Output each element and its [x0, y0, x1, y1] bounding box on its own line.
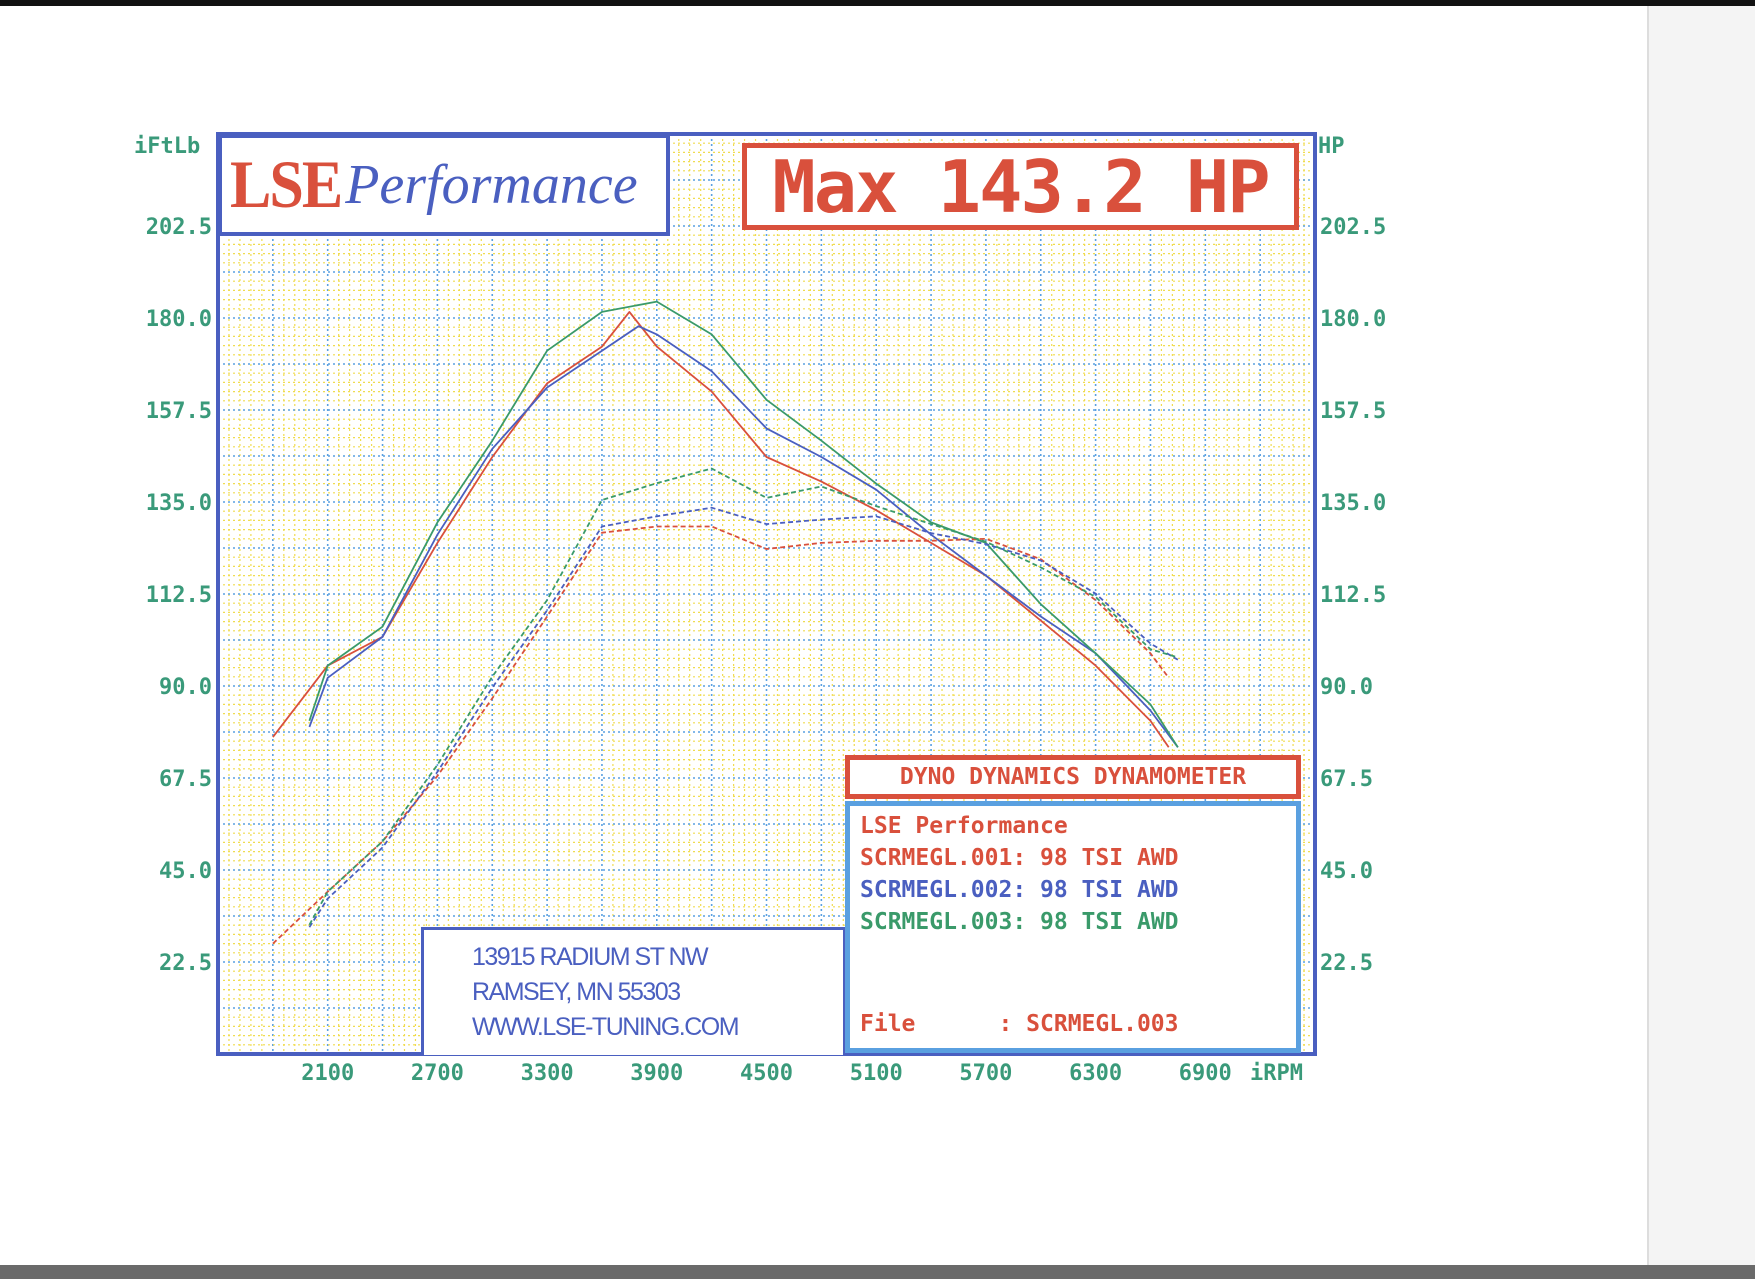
y-tick-right: 112.5: [1320, 583, 1386, 608]
series-torque-SCRMEGL.002: [308, 325, 1179, 748]
y-tick-right: 202.5: [1320, 215, 1386, 240]
series-torque-SCRMEGL.001: [272, 310, 1170, 748]
series-power-SCRMEGL.002: [308, 506, 1179, 928]
y-tick-right: 67.5: [1320, 767, 1373, 792]
max-hp-label: Max 143.2 HP: [772, 144, 1270, 229]
curves: [272, 300, 1179, 945]
y-tick-right: 90.0: [1320, 675, 1373, 700]
scan-right-margin: [1647, 6, 1755, 1265]
y-tick-left: 180.0: [146, 307, 212, 332]
x-tick: 2100: [301, 1061, 354, 1086]
dyno-title: DYNO DYNAMICS DYNAMOMETER: [899, 764, 1247, 790]
address-street: 13915 RADIUM ST NW: [472, 943, 709, 971]
address-city: RAMSEY, MN 55303: [472, 978, 681, 1006]
address-website: WWW.LSE-TUNING.COM: [472, 1013, 740, 1041]
x-axis-label: iRPM: [1250, 1061, 1303, 1086]
x-tick: 5700: [959, 1061, 1012, 1086]
y-tick-left: 157.5: [146, 399, 212, 424]
series-torque-SCRMEGL.003: [308, 300, 1179, 748]
y-axis-label-left: iFtLb: [134, 134, 200, 159]
y-tick-right: 157.5: [1320, 399, 1386, 424]
x-tick: 3900: [630, 1061, 683, 1086]
grid: [217, 133, 1316, 1055]
tick-labels: 22.5 22.5 45.0 45.0 67.5 67.5 90.0 90.0 112.5 112…: [146, 215, 1386, 1086]
legend-entry-002: SCRMEGL.002: 98 TSI AWD: [860, 877, 1179, 903]
x-tick: 4500: [740, 1061, 793, 1086]
legend-file: File : SCRMEGL.003: [860, 1011, 1179, 1037]
max-hp-box: Max 143.2 HP: [742, 143, 1299, 230]
logo-lse: LSE: [230, 147, 343, 222]
legend-entry-003: SCRMEGL.003: 98 TSI AWD: [860, 909, 1179, 935]
legend-entry-001: SCRMEGL.001: 98 TSI AWD: [860, 845, 1179, 871]
x-tick: 5100: [850, 1061, 903, 1086]
scan-top-edge: [0, 0, 1755, 6]
y-tick-left: 90.0: [159, 675, 212, 700]
legend: LSE Performance SCRMEGL.001: 98 TSI AWD …: [845, 801, 1301, 1053]
y-tick-left: 22.5: [159, 951, 212, 976]
x-tick: 6900: [1179, 1061, 1232, 1086]
y-tick-right: 22.5: [1320, 951, 1373, 976]
y-tick-left: 135.0: [146, 491, 212, 516]
y-tick-left: 67.5: [159, 767, 212, 792]
y-tick-left: 45.0: [159, 859, 212, 884]
x-tick: 6300: [1069, 1061, 1122, 1086]
address-box: 13915 RADIUM ST NW RAMSEY, MN 55303 WWW.…: [421, 927, 846, 1055]
series-power-SCRMEGL.003: [308, 467, 1179, 926]
y-tick-right: 180.0: [1320, 307, 1386, 332]
lse-performance-logo: LSE Performance: [218, 134, 670, 236]
dyno-title-box: DYNO DYNAMICS DYNAMOMETER: [845, 755, 1301, 799]
x-tick: 3300: [521, 1061, 574, 1086]
y-axis-label-right: HP: [1318, 134, 1345, 159]
y-tick-left: 202.5: [146, 215, 212, 240]
y-tick-left: 112.5: [146, 583, 212, 608]
series-power-SCRMEGL.001: [272, 525, 1170, 945]
legend-company: LSE Performance: [860, 813, 1068, 839]
logo-performance: Performance: [345, 154, 638, 216]
scan-bottom-edge: [0, 1265, 1755, 1279]
x-tick: 2700: [411, 1061, 464, 1086]
y-tick-right: 135.0: [1320, 491, 1386, 516]
y-tick-right: 45.0: [1320, 859, 1373, 884]
